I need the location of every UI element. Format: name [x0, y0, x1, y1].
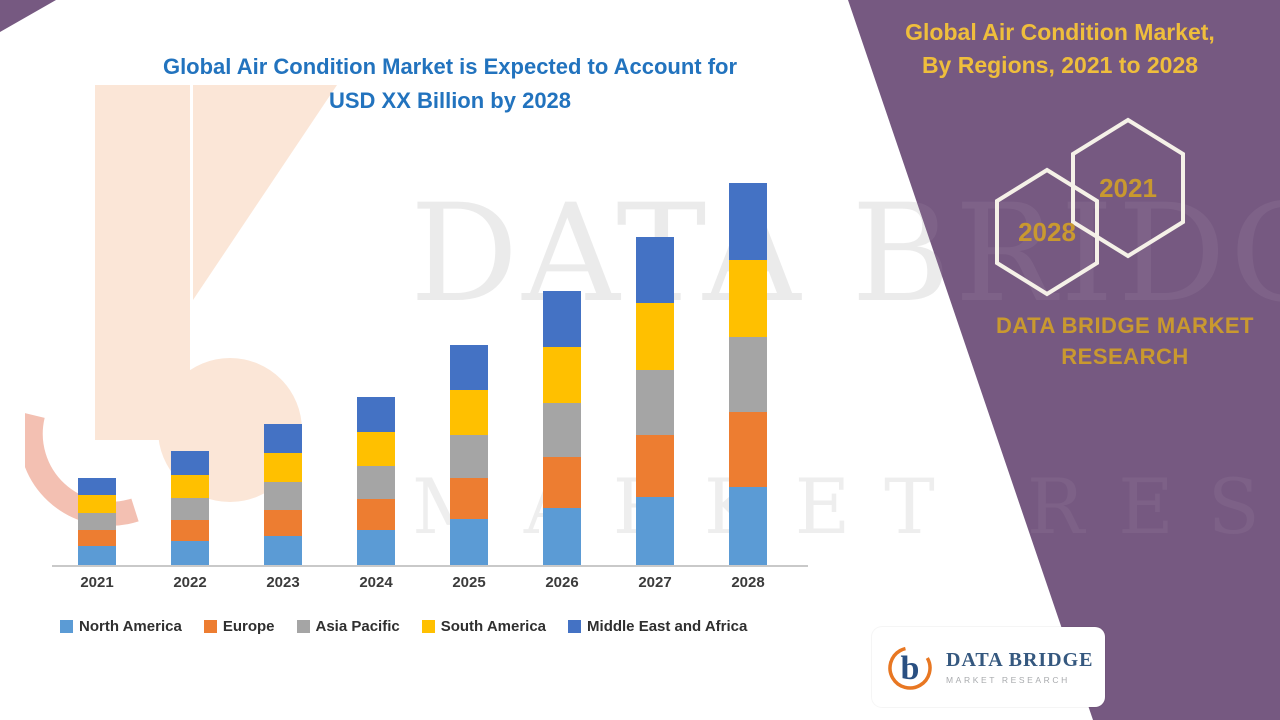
bar-segment-south-america	[357, 432, 395, 466]
bar-segment-europe	[450, 478, 488, 519]
chart-title-line1: Global Air Condition Market is Expected …	[162, 54, 738, 79]
x-axis-label: 2027	[638, 574, 672, 591]
bar-segment-south-america	[450, 390, 488, 435]
legend-label: South America	[440, 618, 547, 635]
bar-segment-north-america	[636, 497, 674, 565]
legend-item: North America	[60, 618, 182, 635]
legend-item: Asia Pacific	[296, 618, 400, 635]
x-axis-label: 2022	[173, 574, 207, 591]
company-logo-card: b DATA BRIDGE MARKET RESEARCH	[872, 627, 1105, 707]
x-axis-label: 2024	[359, 574, 393, 591]
bar-segment-asia-pacific	[357, 466, 395, 499]
bar-segment-south-america	[636, 303, 674, 370]
bar-segment-middle-east-and-africa	[78, 478, 116, 495]
legend-item: Europe	[203, 618, 275, 635]
bar-segment-north-america	[729, 487, 767, 565]
x-axis-label: 2021	[80, 574, 114, 591]
logo-subtitle-text: MARKET RESEARCH	[946, 675, 1070, 685]
bar-segment-middle-east-and-africa	[357, 397, 395, 432]
bar-segment-asia-pacific	[636, 370, 674, 435]
legend-swatch	[568, 620, 582, 633]
bar-segment-north-america	[357, 530, 395, 565]
bar-segment-asia-pacific	[543, 403, 581, 457]
bar-segment-europe	[264, 510, 302, 536]
svg-text:b: b	[901, 650, 920, 687]
bar-segment-north-america	[264, 536, 302, 565]
bar-segment-europe	[78, 530, 116, 546]
bar-segment-europe	[543, 457, 581, 508]
x-axis-label: 2025	[452, 574, 486, 591]
legend-label: Middle East and Africa	[587, 618, 748, 635]
bar-segment-asia-pacific	[78, 513, 116, 530]
bar-segment-europe	[357, 499, 395, 530]
x-axis-line	[52, 565, 808, 567]
legend-swatch	[203, 620, 217, 633]
bar-segment-south-america	[729, 260, 767, 337]
bar-segment-asia-pacific	[729, 337, 767, 412]
bar-segment-europe	[636, 435, 674, 497]
bar-segment-asia-pacific	[264, 482, 302, 510]
legend-item: Middle East and Africa	[568, 618, 747, 635]
bar-segment-north-america	[543, 508, 581, 565]
bar-segment-europe	[729, 412, 767, 487]
legend-swatch	[296, 620, 310, 633]
chart-legend: North America Europe Asia Pacific South Ame…	[60, 618, 747, 635]
legend-label: Asia Pacific	[315, 618, 400, 635]
legend-swatch	[421, 620, 435, 633]
legend-label: Europe	[222, 618, 275, 635]
bar-segment-middle-east-and-africa	[543, 291, 581, 347]
bar-segment-south-america	[78, 495, 116, 513]
bar-segment-middle-east-and-africa	[729, 183, 767, 260]
bar-segment-north-america	[450, 519, 488, 565]
bar-segment-middle-east-and-africa	[450, 345, 488, 390]
x-axis-label: 2028	[731, 574, 765, 591]
legend-item: South America	[421, 618, 547, 635]
bar-segment-middle-east-and-africa	[171, 451, 209, 475]
chart-title-line2: USD XX Billion by 2028	[328, 88, 572, 113]
x-axis-label: 2026	[545, 574, 579, 591]
company-logo-icon: b	[888, 646, 932, 690]
bar-segment-south-america	[171, 475, 209, 498]
bar-segment-asia-pacific	[171, 498, 209, 520]
legend-swatch	[60, 620, 73, 633]
bar-segment-europe	[171, 520, 209, 541]
bar-segment-middle-east-and-africa	[636, 237, 674, 303]
bar-segment-north-america	[171, 541, 209, 565]
bar-segment-middle-east-and-africa	[264, 424, 302, 453]
x-axis-label: 2023	[266, 574, 300, 591]
logo-brand-text: DATA BRIDGE	[946, 649, 1094, 671]
legend-label: North America	[79, 618, 182, 635]
bar-segment-south-america	[543, 347, 581, 403]
bar-segment-south-america	[264, 453, 302, 482]
bar-segment-asia-pacific	[450, 435, 488, 478]
chart-title: Global Air Condition Market is Expected …	[120, 50, 780, 118]
bar-segment-north-america	[78, 546, 116, 565]
